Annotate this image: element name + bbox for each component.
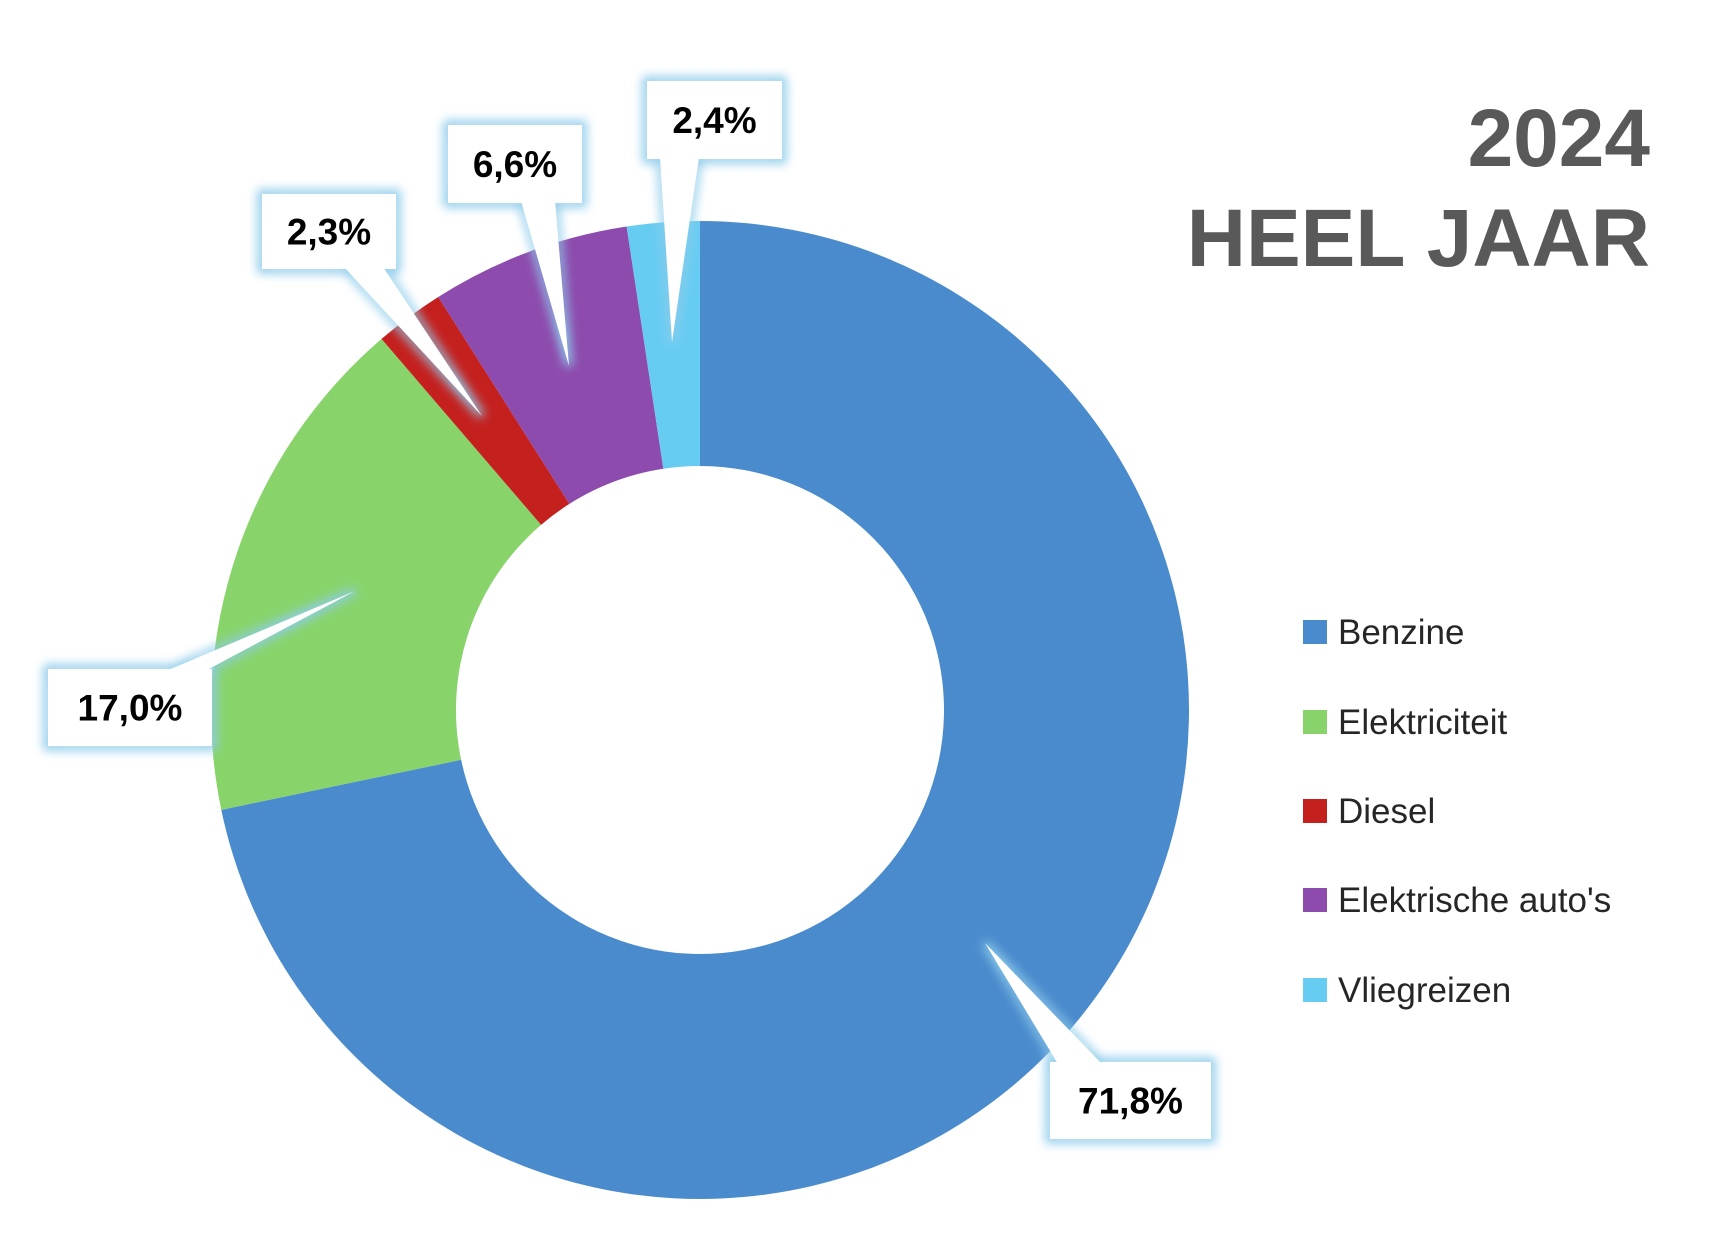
data-label-text: 17,0% xyxy=(78,688,183,729)
legend-label-elektriciteit: Elektriciteit xyxy=(1338,703,1507,742)
legend-swatch-elektrische-autos xyxy=(1303,888,1327,912)
title-year: 2024 xyxy=(1468,93,1651,184)
data-labels: 71,8% 17,0% 2,3% 6,6% 2,4% xyxy=(43,76,1216,1144)
data-label-pointer xyxy=(344,267,482,416)
data-label-benzine: 71,8% xyxy=(982,940,1216,1144)
legend-label-elektrische-autos: Elektrische auto's xyxy=(1338,881,1611,920)
donut-slices xyxy=(210,221,1189,1199)
data-label-text: 2,4% xyxy=(672,100,756,141)
data-label-text: 71,8% xyxy=(1078,1081,1183,1122)
legend-item-benzine: Benzine xyxy=(1303,613,1464,652)
data-label-box xyxy=(48,669,212,746)
legend-item-diesel: Diesel xyxy=(1303,792,1435,831)
data-label-box xyxy=(262,194,396,269)
data-label-pointer xyxy=(166,591,355,671)
data-label-box xyxy=(647,81,782,159)
slice-elektriciteit xyxy=(210,338,542,810)
data-label-text: 6,6% xyxy=(473,144,557,185)
chart-title: 2024 HEEL JAAR xyxy=(1187,93,1651,284)
data-label-vliegreizen: 2,4% xyxy=(642,76,787,343)
legend-swatch-vliegreizen xyxy=(1303,978,1327,1002)
data-label-text: 2,3% xyxy=(287,212,371,253)
legend-item-elektrische-autos: Elektrische auto's xyxy=(1303,881,1611,920)
legend-item-elektriciteit: Elektriciteit xyxy=(1303,703,1507,742)
legend-swatch-benzine xyxy=(1303,620,1327,644)
data-label-pointer xyxy=(660,157,699,342)
data-label-elektriciteit: 17,0% xyxy=(43,587,357,751)
slice-elektrische-autos xyxy=(438,226,664,504)
data-label-elektrische-autos: 6,6% xyxy=(443,120,587,367)
legend: Benzine Elektriciteit Diesel Elektrische… xyxy=(1303,613,1611,1010)
legend-item-vliegreizen: Vliegreizen xyxy=(1303,971,1511,1010)
data-label-diesel: 2,3% xyxy=(257,189,485,419)
data-label-pointer xyxy=(985,943,1102,1064)
data-label-box xyxy=(448,125,582,203)
legend-label-diesel: Diesel xyxy=(1338,792,1435,831)
slice-benzine xyxy=(221,221,1189,1199)
title-period: HEEL JAAR xyxy=(1187,193,1650,284)
data-label-pointer xyxy=(521,201,569,366)
legend-swatch-diesel xyxy=(1303,799,1327,823)
legend-label-benzine: Benzine xyxy=(1338,613,1464,652)
legend-swatch-elektriciteit xyxy=(1303,710,1327,734)
data-label-box xyxy=(1050,1062,1211,1139)
legend-label-vliegreizen: Vliegreizen xyxy=(1338,971,1511,1010)
